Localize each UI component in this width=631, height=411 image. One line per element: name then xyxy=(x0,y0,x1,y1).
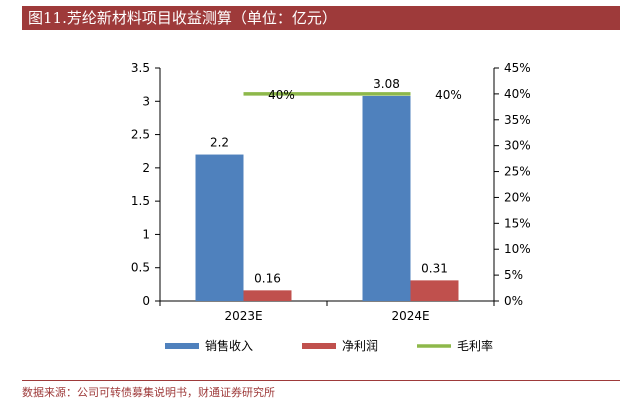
left-tick-label: 1 xyxy=(142,227,150,241)
revenue-bar-label: 2.2 xyxy=(210,136,229,150)
chart-title: 图11.芳纶新材料项目收益测算（单位：亿元） xyxy=(22,6,620,30)
right-tick-label: 40% xyxy=(504,87,531,101)
legend-revenue-swatch xyxy=(165,343,199,349)
x-tick-label: 2023E xyxy=(224,309,262,323)
revenue-bar xyxy=(195,154,244,301)
right-tick-label: 15% xyxy=(504,216,531,230)
left-tick-label: 0.5 xyxy=(131,261,150,275)
left-tick-label: 3.5 xyxy=(131,61,150,75)
legend-gross-margin-label: 毛利率 xyxy=(457,338,493,353)
left-tick-label: 2.5 xyxy=(131,128,150,142)
legend-net-profit-swatch xyxy=(302,343,336,349)
net-profit-bar xyxy=(410,280,459,301)
gross-margin-label: 40% xyxy=(268,88,295,102)
right-tick-label: 20% xyxy=(504,190,531,204)
net-profit-bar xyxy=(243,290,292,301)
revenue-bar xyxy=(362,95,411,302)
gross-margin-label: 40% xyxy=(435,88,462,102)
right-tick-label: 0% xyxy=(504,294,523,308)
revenue-bar-label: 3.08 xyxy=(373,77,400,91)
right-tick-label: 10% xyxy=(504,242,531,256)
left-tick-label: 3 xyxy=(142,94,150,108)
left-tick-label: 0 xyxy=(142,294,150,308)
legend-net-profit-label: 净利润 xyxy=(342,339,378,353)
right-tick-label: 5% xyxy=(504,268,523,282)
x-tick-label: 2024E xyxy=(391,309,429,323)
footer-divider xyxy=(22,380,620,381)
right-tick-label: 25% xyxy=(504,165,531,179)
right-tick-label: 30% xyxy=(504,139,531,153)
right-tick-label: 35% xyxy=(504,113,531,127)
right-tick-label: 45% xyxy=(504,61,531,75)
left-tick-label: 1.5 xyxy=(131,194,150,208)
legend-revenue-label: 销售收入 xyxy=(205,338,253,353)
net-profit-bar-label: 0.16 xyxy=(254,271,281,285)
left-tick-label: 2 xyxy=(142,161,150,175)
net-profit-bar-label: 0.31 xyxy=(421,261,448,275)
source-note: 数据来源：公司可转债募集说明书，财通证券研究所 xyxy=(22,386,275,399)
